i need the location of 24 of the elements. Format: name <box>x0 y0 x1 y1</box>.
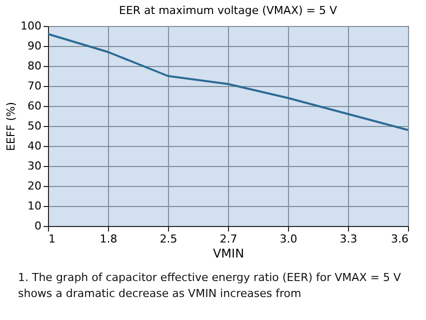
x-tick-label: 3.6 <box>391 232 408 246</box>
x-tick-label: 2.7 <box>220 232 238 246</box>
y-axis-title: EEFF (%) <box>4 102 18 152</box>
y-tick-label: 30 <box>28 160 42 172</box>
text: 1. The graph of capacitor effective energy ratio (EER) for VMAX = 5 V <box>18 271 402 284</box>
y-tick-label: 100 <box>20 20 42 32</box>
x-tick-label: 1 <box>48 232 56 246</box>
chart-title: EER at maximum voltage (VMAX) = 5 V <box>119 4 338 17</box>
y-tick-label: 80 <box>28 60 42 72</box>
x-tick-label: 3.3 <box>340 232 358 246</box>
y-tick-label: 70 <box>28 80 42 92</box>
x-tick-label: 3.0 <box>280 232 298 246</box>
y-tick-label: 40 <box>28 140 42 152</box>
y-tick-label: 10 <box>28 200 42 212</box>
y-tick-label: 20 <box>28 180 42 192</box>
x-axis-title: VMIN <box>212 246 244 260</box>
y-tick-label: 60 <box>28 100 42 112</box>
y-tick-label: 90 <box>28 40 42 52</box>
x-tick-label: 1.8 <box>100 232 118 246</box>
x-tick-label: 2.5 <box>160 232 178 246</box>
line-series <box>47 33 409 131</box>
y-tick-label: 50 <box>28 120 42 132</box>
y-tick-label: 0 <box>34 220 42 232</box>
text: shows a dramatic decrease as VMIN increases from <box>18 287 302 300</box>
